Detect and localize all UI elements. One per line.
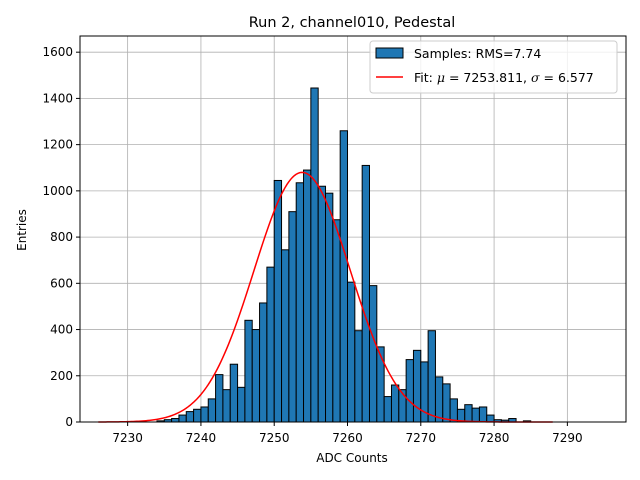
legend-fit-label: Fit: μ = 7253.811, σ = 6.577: [414, 70, 594, 85]
histogram-bar: [442, 383, 451, 423]
legend-box: [369, 40, 618, 94]
histogram-bar: [332, 219, 341, 423]
histogram-bar: [427, 330, 436, 423]
histogram-bar: [464, 404, 473, 423]
legend: Samples: RMS=7.74 Fit: μ = 7253.811, σ =…: [369, 40, 618, 94]
x-tick-label: 7250: [259, 431, 290, 445]
y-tick-label: 1200: [42, 138, 73, 152]
histogram-bar: [273, 179, 283, 423]
x-tick-label: 7270: [406, 431, 437, 445]
y-tick-label: 800: [50, 230, 73, 244]
histogram-bar: [434, 376, 444, 423]
y-tick-label: 400: [50, 323, 73, 337]
y-axis-ticks: 0 200 400 600 800 1000 1200 1400 1600: [42, 45, 80, 429]
histogram-bar: [222, 389, 231, 423]
legend-fit-prefix: Fit:: [414, 70, 437, 85]
x-tick-label: 7230: [112, 431, 143, 445]
histogram-bar: [295, 182, 305, 423]
y-tick-label: 600: [50, 276, 73, 290]
y-axis-label: Entries: [15, 209, 29, 251]
chart-title: Run 2, channel010, Pedestal: [249, 15, 456, 31]
histogram-bar: [193, 408, 202, 423]
legend-fit-mu-value: = 7253.811,: [445, 70, 531, 85]
x-tick-label: 7240: [186, 431, 217, 445]
histogram-bar: [303, 169, 312, 423]
histogram-bar: [361, 164, 370, 423]
y-tick-label: 200: [50, 369, 73, 383]
histogram-bar: [376, 346, 385, 423]
histogram-bar: [244, 319, 253, 423]
histogram-bar: [178, 414, 187, 423]
histogram-bar: [259, 302, 268, 423]
histogram-bar: [281, 249, 290, 423]
histogram-bar: [486, 414, 495, 423]
histogram-bar: [215, 374, 224, 423]
histogram-bar: [368, 285, 378, 423]
x-tick-label: 7290: [552, 431, 583, 445]
histogram-bar: [412, 349, 422, 423]
histogram-bar: [471, 407, 480, 423]
histogram-bar: [354, 330, 363, 423]
legend-samples-label: Samples: RMS=7.74: [414, 46, 541, 61]
histogram-bar: [185, 411, 195, 423]
histogram-bar: [207, 398, 217, 423]
x-tick-label: 7280: [479, 431, 510, 445]
histogram-bar: [171, 418, 180, 423]
histogram-bar: [200, 406, 209, 423]
histogram-bar: [383, 396, 392, 423]
histogram-bar: [339, 130, 349, 423]
histogram-bar: [310, 87, 319, 423]
legend-samples-swatch: [375, 47, 404, 59]
legend-fit-sigma-value: = 6.577: [540, 70, 594, 85]
y-tick-label: 1600: [42, 45, 73, 59]
y-tick-label: 1000: [42, 184, 73, 198]
histogram-bar: [251, 329, 261, 423]
histogram-bar: [347, 281, 356, 423]
x-axis-label: ADC Counts: [316, 451, 388, 465]
histogram-bar: [405, 359, 414, 423]
histogram-bars: [156, 87, 532, 423]
legend-fit-mu-symbol: μ: [437, 70, 445, 85]
x-tick-label: 7260: [332, 431, 363, 445]
y-tick-label: 0: [65, 415, 73, 429]
x-axis-ticks: 7230 7240 7250 7260 7270 7280 7290: [112, 422, 583, 445]
y-tick-label: 1400: [42, 91, 73, 105]
histogram-bar: [390, 384, 400, 423]
histogram-bar: [229, 363, 239, 423]
histogram-bar: [266, 266, 275, 423]
histogram-bar: [478, 406, 488, 423]
histogram-bar: [325, 192, 334, 423]
histogram-bar: [237, 386, 246, 423]
plot-frame: [79, 35, 627, 423]
histogram-bar: [449, 398, 458, 423]
grid: [80, 36, 626, 423]
legend-fit-sigma-symbol: σ: [531, 70, 540, 85]
histogram-bar: [317, 185, 327, 423]
histogram-bar: [288, 211, 297, 423]
